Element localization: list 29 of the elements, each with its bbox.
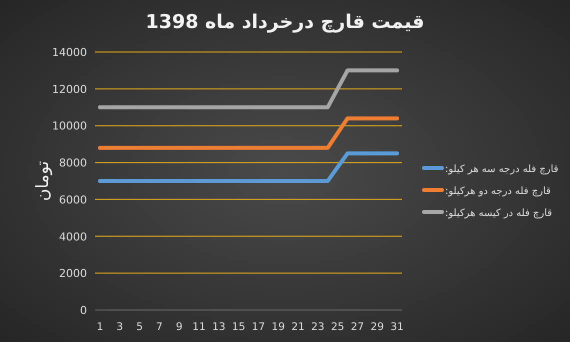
y-tick-label: 0 bbox=[80, 304, 87, 317]
y-axis-title: تومان bbox=[33, 160, 53, 202]
x-tick-label: 19 bbox=[272, 321, 285, 333]
legend-label: قارچ فله درجه دو هرکیلو: bbox=[445, 186, 552, 197]
x-tick-label: 7 bbox=[156, 321, 163, 333]
x-tick-label: 1 bbox=[96, 321, 104, 333]
y-tick-label: 8000 bbox=[59, 156, 87, 170]
chart-title: قیمت قارچ درخرداد ماه 1398 bbox=[146, 11, 424, 33]
x-tick-label: 17 bbox=[252, 321, 266, 333]
x-tick-label: 29 bbox=[370, 321, 384, 333]
y-tick-label: 4000 bbox=[59, 230, 87, 244]
x-tick-label: 31 bbox=[390, 321, 404, 333]
legend-label: قارچ فله در کیسه هرکیلو: bbox=[445, 208, 552, 219]
x-tick-label: 23 bbox=[311, 321, 325, 333]
x-tick-label: 5 bbox=[136, 321, 143, 333]
x-tick-label: 3 bbox=[116, 321, 124, 333]
x-tick-label: 9 bbox=[176, 321, 183, 333]
y-tick-label: 6000 bbox=[59, 193, 87, 206]
x-tick-label: 11 bbox=[192, 321, 206, 333]
y-tick-label: 2000 bbox=[59, 267, 87, 280]
x-tick-label: 21 bbox=[291, 321, 305, 333]
y-tick-label: 10000 bbox=[52, 120, 87, 133]
y-tick-label: 14000 bbox=[52, 46, 87, 59]
x-tick-label: 13 bbox=[212, 321, 226, 333]
legend-label: قارچ فله درجه سه هر کیلو: bbox=[445, 164, 559, 175]
y-tick-label: 12000 bbox=[52, 82, 87, 96]
x-tick-label: 27 bbox=[350, 321, 364, 333]
x-tick-label: 15 bbox=[232, 321, 246, 333]
x-tick-label: 25 bbox=[330, 321, 344, 333]
